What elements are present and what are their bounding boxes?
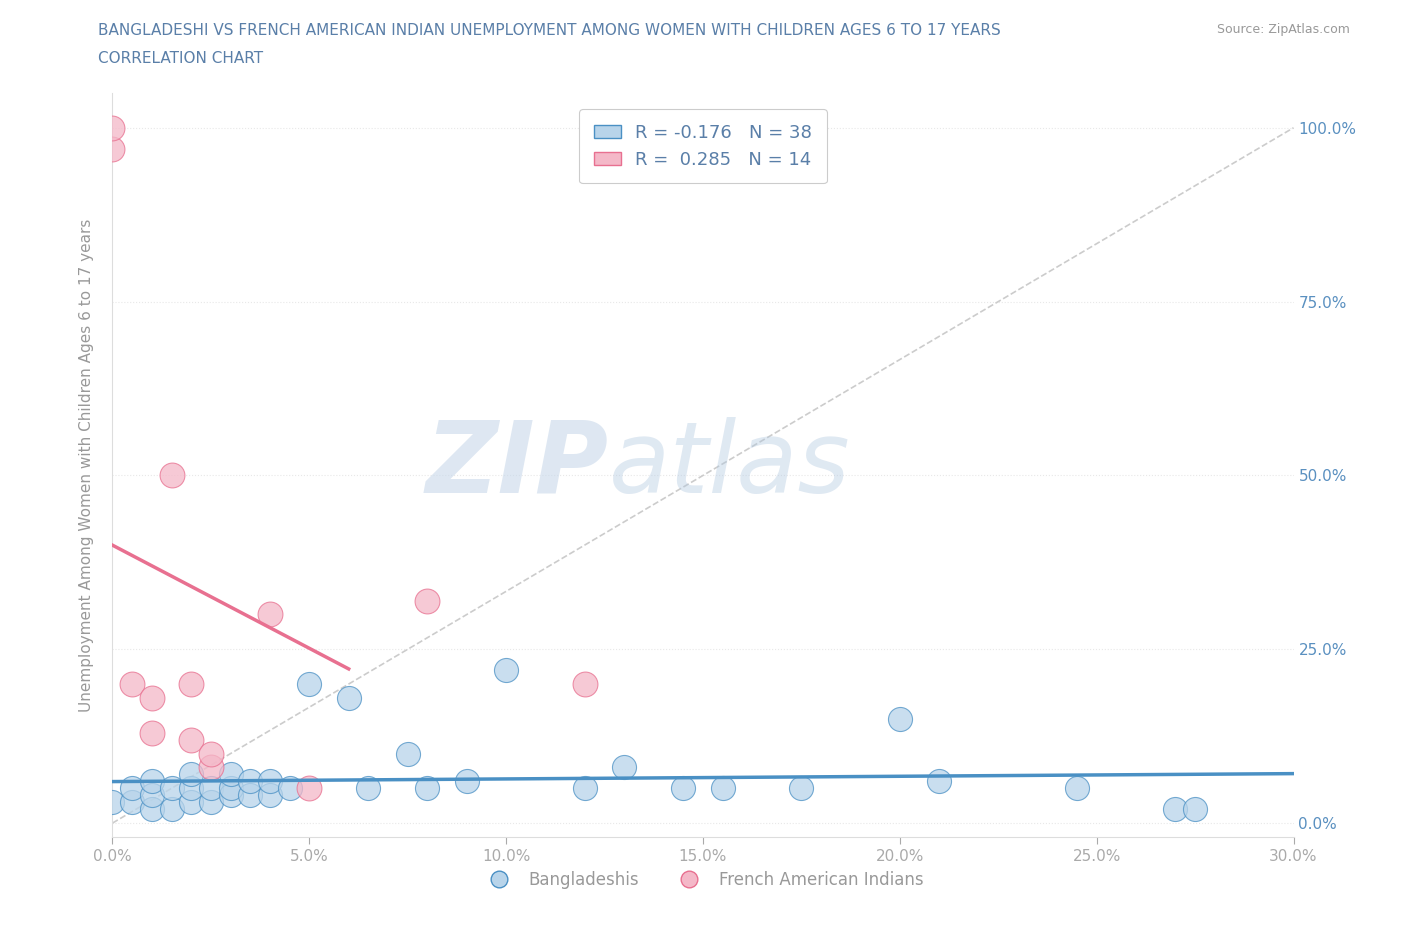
Point xyxy=(121,677,143,692)
Point xyxy=(790,781,813,796)
Point xyxy=(456,774,478,789)
Point xyxy=(928,774,950,789)
Point xyxy=(416,781,439,796)
Point xyxy=(200,795,222,810)
Point xyxy=(711,781,734,796)
Point xyxy=(180,732,202,747)
Text: BANGLADESHI VS FRENCH AMERICAN INDIAN UNEMPLOYMENT AMONG WOMEN WITH CHILDREN AGE: BANGLADESHI VS FRENCH AMERICAN INDIAN UN… xyxy=(98,23,1001,38)
Point xyxy=(259,774,281,789)
Point xyxy=(180,677,202,692)
Point xyxy=(200,760,222,775)
Point xyxy=(141,788,163,803)
Point xyxy=(416,593,439,608)
Point xyxy=(278,781,301,796)
Point xyxy=(160,468,183,483)
Point xyxy=(141,802,163,817)
Text: atlas: atlas xyxy=(609,417,851,513)
Point xyxy=(298,781,321,796)
Point xyxy=(101,141,124,156)
Point xyxy=(298,677,321,692)
Text: CORRELATION CHART: CORRELATION CHART xyxy=(98,51,263,66)
Point xyxy=(1184,802,1206,817)
Point xyxy=(574,781,596,796)
Point xyxy=(239,788,262,803)
Point xyxy=(141,774,163,789)
Point xyxy=(337,690,360,705)
Point xyxy=(239,774,262,789)
Point xyxy=(259,788,281,803)
Point xyxy=(1066,781,1088,796)
Point xyxy=(200,781,222,796)
Point xyxy=(141,690,163,705)
Point xyxy=(180,795,202,810)
Point xyxy=(259,607,281,622)
Point xyxy=(160,781,183,796)
Point xyxy=(574,677,596,692)
Point xyxy=(495,663,517,678)
Point xyxy=(613,760,636,775)
Point xyxy=(357,781,380,796)
Point xyxy=(180,781,202,796)
Point xyxy=(219,788,242,803)
Point xyxy=(1164,802,1187,817)
Text: Source: ZipAtlas.com: Source: ZipAtlas.com xyxy=(1216,23,1350,36)
Point xyxy=(160,802,183,817)
Point xyxy=(219,767,242,782)
Point xyxy=(101,795,124,810)
Point xyxy=(200,746,222,761)
Legend: Bangladeshis, French American Indians: Bangladeshis, French American Indians xyxy=(475,864,931,896)
Text: ZIP: ZIP xyxy=(426,417,609,513)
Point xyxy=(121,795,143,810)
Point xyxy=(889,711,911,726)
Point xyxy=(219,781,242,796)
Point xyxy=(121,781,143,796)
Point xyxy=(672,781,695,796)
Point xyxy=(141,725,163,740)
Y-axis label: Unemployment Among Women with Children Ages 6 to 17 years: Unemployment Among Women with Children A… xyxy=(79,219,94,711)
Point xyxy=(180,767,202,782)
Point xyxy=(101,120,124,135)
Point xyxy=(396,746,419,761)
